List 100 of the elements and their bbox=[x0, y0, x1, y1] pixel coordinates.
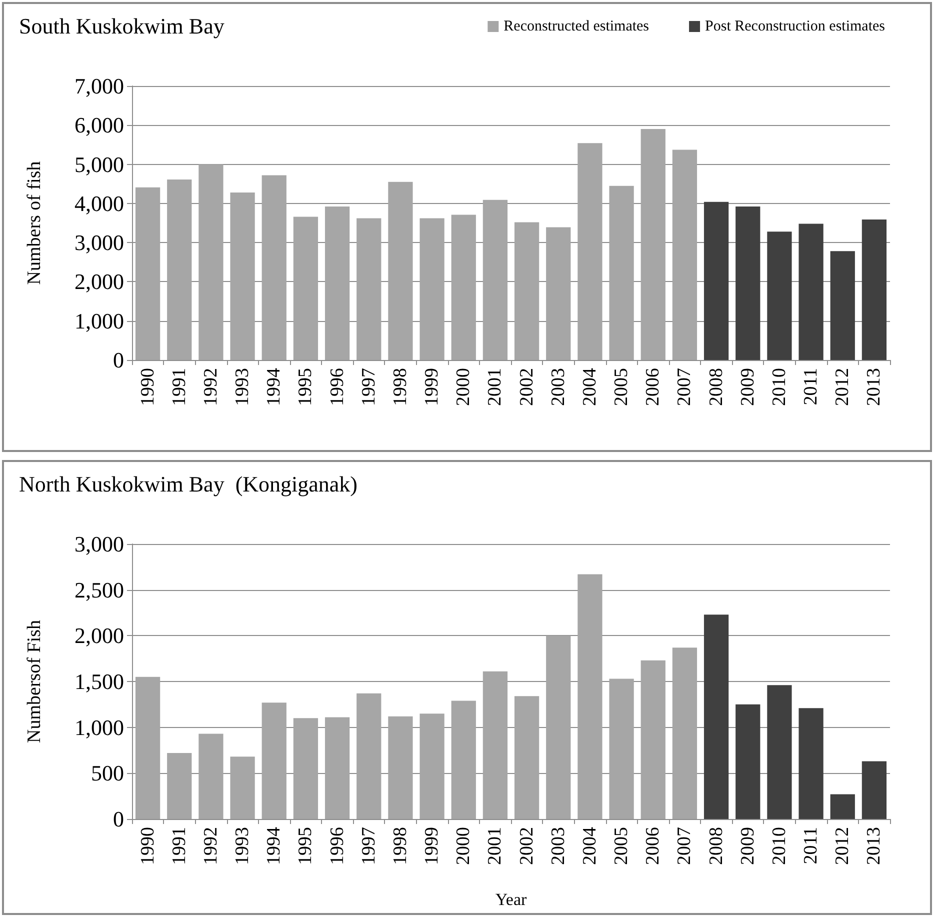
x-tick-label: 1998 bbox=[390, 827, 411, 865]
x-tick-label: 2007 bbox=[674, 368, 696, 406]
x-tick-label: 2008 bbox=[706, 827, 727, 865]
bar bbox=[862, 761, 887, 819]
x-tick-label: 2004 bbox=[579, 368, 600, 406]
x-tick-label: 1997 bbox=[358, 368, 380, 406]
bar bbox=[578, 143, 602, 360]
bar bbox=[736, 704, 760, 819]
bar bbox=[798, 224, 824, 360]
bar bbox=[167, 180, 192, 360]
x-tick-label: 1994 bbox=[264, 826, 285, 865]
bar bbox=[262, 702, 286, 819]
y-tick-label: 5,000 bbox=[74, 152, 124, 177]
y-tick-label: 2,000 bbox=[74, 269, 124, 294]
bar bbox=[293, 718, 318, 819]
x-tick-label: 1996 bbox=[326, 368, 348, 406]
x-tick-label: 2009 bbox=[737, 827, 758, 865]
x-tick-label: 2000 bbox=[453, 368, 474, 406]
x-tick-label: 2008 bbox=[706, 368, 727, 406]
x-tick-label: 1991 bbox=[168, 827, 190, 865]
y-tick-label: 2,500 bbox=[74, 577, 124, 602]
bar bbox=[546, 636, 571, 819]
x-tick-label: 1994 bbox=[264, 368, 285, 406]
bar bbox=[672, 648, 698, 819]
x-tick-label: 1995 bbox=[295, 827, 316, 865]
x-tick-label: 1997 bbox=[358, 827, 380, 865]
y-tick-label: 4,000 bbox=[74, 190, 124, 216]
y-tick-label: 7,000 bbox=[74, 74, 124, 98]
bar bbox=[736, 206, 760, 360]
legend-label: Post Reconstruction estimates bbox=[705, 18, 886, 34]
y-tick-label: 0 bbox=[113, 806, 124, 832]
x-tick-label: 1996 bbox=[326, 827, 348, 865]
bar bbox=[640, 129, 666, 360]
x-tick-label: 1993 bbox=[232, 368, 254, 406]
bar bbox=[767, 232, 792, 360]
x-tick-label: 2012 bbox=[832, 368, 854, 406]
bar bbox=[546, 227, 571, 360]
chart-title: North Kuskokwim Bay (Kongiganak) bbox=[19, 472, 358, 496]
x-tick-label: 2013 bbox=[864, 368, 885, 406]
bar bbox=[356, 693, 382, 819]
bar bbox=[451, 214, 476, 360]
y-tick-label: 6,000 bbox=[74, 112, 124, 138]
bar bbox=[324, 206, 350, 360]
chart-title: South Kuskokwim Bay bbox=[19, 14, 224, 38]
x-tick-label: 1992 bbox=[200, 827, 222, 865]
x-tick-label: 2002 bbox=[516, 827, 538, 865]
x-tick-label: 2012 bbox=[832, 827, 854, 865]
x-tick-label: 2006 bbox=[642, 827, 664, 865]
y-tick-label: 2,000 bbox=[74, 623, 124, 648]
x-axis-title: Year bbox=[495, 890, 527, 909]
y-tick-label: 3,000 bbox=[74, 230, 124, 256]
x-tick-label: 2007 bbox=[674, 827, 696, 865]
bar bbox=[198, 734, 224, 819]
bar bbox=[514, 222, 540, 360]
x-tick-label: 2003 bbox=[548, 827, 569, 865]
bar bbox=[198, 164, 224, 360]
y-tick-label: 3,000 bbox=[74, 532, 124, 556]
y-tick-label: 1,000 bbox=[74, 308, 124, 334]
bar bbox=[609, 678, 634, 819]
x-tick-label: 2004 bbox=[579, 826, 600, 865]
x-tick-label: 2011 bbox=[800, 368, 822, 406]
x-tick-label: 1991 bbox=[168, 368, 190, 406]
bar bbox=[672, 150, 698, 360]
x-tick-label: 2010 bbox=[768, 368, 790, 406]
bar bbox=[578, 574, 602, 819]
x-tick-label: 1999 bbox=[422, 827, 443, 865]
x-tick-label: 2000 bbox=[453, 827, 474, 865]
bar bbox=[388, 182, 413, 360]
x-tick-label: 1990 bbox=[137, 368, 158, 406]
bar bbox=[230, 192, 255, 360]
bar bbox=[420, 714, 444, 819]
x-tick-label: 2002 bbox=[516, 368, 538, 406]
bar bbox=[640, 660, 666, 819]
bar bbox=[135, 187, 160, 360]
bar bbox=[356, 218, 382, 360]
bar bbox=[830, 794, 855, 819]
x-tick-label: 2013 bbox=[864, 827, 885, 865]
x-tick-label: 2001 bbox=[484, 368, 506, 406]
x-tick-label: 2005 bbox=[611, 827, 632, 865]
bar bbox=[862, 219, 887, 360]
x-tick-label: 1995 bbox=[295, 368, 316, 406]
bar bbox=[767, 685, 792, 819]
bar bbox=[482, 671, 508, 819]
x-tick-label: 2003 bbox=[548, 368, 569, 406]
y-tick-label: 1,500 bbox=[74, 669, 124, 694]
bar bbox=[420, 218, 444, 360]
x-tick-label: 2006 bbox=[642, 368, 664, 406]
bar bbox=[482, 200, 508, 360]
y-tick-label: 500 bbox=[91, 760, 124, 786]
bar bbox=[704, 614, 729, 819]
bar bbox=[830, 251, 855, 360]
x-tick-label: 1990 bbox=[137, 827, 158, 865]
y-tick-label: 0 bbox=[113, 348, 124, 372]
y-axis-title: Numbers of fish bbox=[24, 160, 45, 285]
x-tick-label: 2011 bbox=[800, 827, 822, 864]
bar bbox=[798, 708, 824, 819]
x-tick-label: 2005 bbox=[611, 368, 632, 406]
bar bbox=[388, 716, 413, 819]
bar bbox=[167, 753, 192, 819]
x-tick-label: 2010 bbox=[768, 827, 790, 865]
